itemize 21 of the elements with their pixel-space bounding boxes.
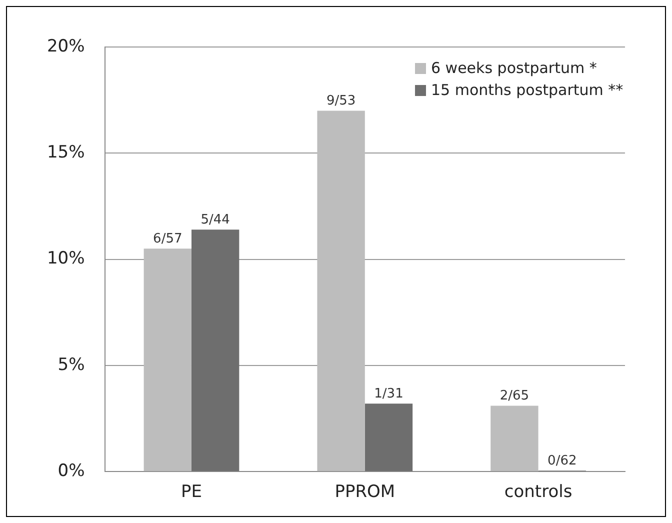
- data-label: 1/31: [374, 386, 404, 402]
- x-tick-label: PPROM: [334, 482, 396, 502]
- y-tick-label: 5%: [58, 354, 85, 375]
- y-tick-label: 15%: [46, 142, 85, 163]
- data-label: 0/62: [548, 453, 577, 468]
- bar: [364, 404, 413, 472]
- bar: [144, 248, 192, 472]
- data-label: 5/44: [200, 212, 230, 228]
- bar: [490, 406, 538, 472]
- x-tick-label: PE: [180, 482, 202, 502]
- legend-label: 6 weeks postpartum *: [431, 59, 597, 77]
- y-tick-label: 0%: [58, 461, 85, 482]
- data-label: 2/65: [500, 388, 530, 404]
- data-label: 9/53: [326, 94, 356, 109]
- bar: [191, 230, 240, 472]
- legend-label: 15 months postpartum **: [431, 81, 624, 99]
- bar: [317, 110, 365, 472]
- data-label: 6/57: [153, 232, 182, 247]
- y-tick-label: 20%: [46, 36, 85, 56]
- y-tick-label: 10%: [46, 248, 85, 269]
- x-tick-label: controls: [504, 482, 572, 502]
